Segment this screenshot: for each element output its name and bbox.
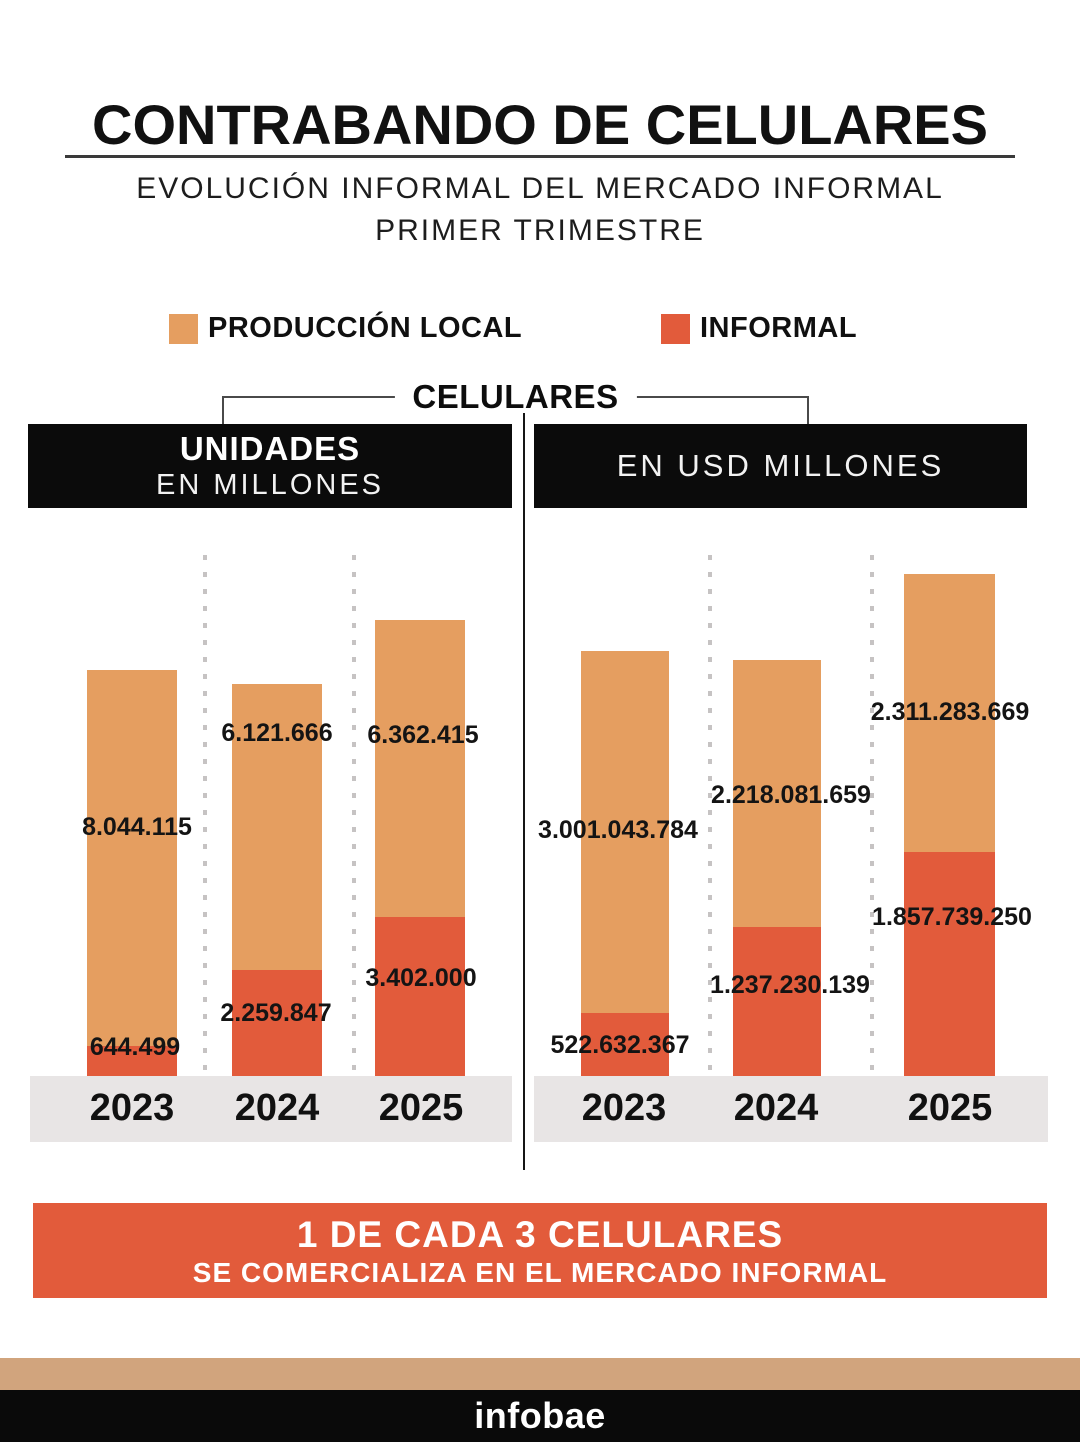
value-label-produccion: 2.218.081.659 <box>711 781 871 809</box>
panel-header-usd-label: EN USD MILLONES <box>616 448 945 483</box>
legend-label-produccion-local: PRODUCCIÓN LOCAL <box>208 312 523 344</box>
bar-segment-produccion-local <box>232 684 322 970</box>
value-label-produccion: 2.311.283.669 <box>870 698 1030 726</box>
bar-segment-produccion-local <box>733 660 821 927</box>
summary-banner: 1 DE CADA 3 CELULARES SE COMERCIALIZA EN… <box>33 1203 1047 1298</box>
value-label-produccion: 6.362.415 <box>367 721 479 749</box>
group-bracket: CELULARES <box>222 378 809 424</box>
bar-segment-informal <box>904 852 995 1076</box>
year-label: 2023 <box>89 1087 175 1129</box>
bar-2024-usd <box>733 660 821 1076</box>
value-label-informal: 1.237.230.139 <box>710 971 870 999</box>
value-label-informal: 522.632.367 <box>550 1031 690 1059</box>
title-divider <box>65 155 1015 158</box>
bar-segment-informal <box>232 970 322 1076</box>
legend-label-informal: INFORMAL <box>700 312 858 344</box>
summary-banner-line2: SE COMERCIALIZA EN EL MERCADO INFORMAL <box>192 1256 888 1288</box>
bar-2024-unidades <box>232 684 322 1076</box>
bar-segment-informal <box>581 1013 669 1076</box>
bar-2023-unidades <box>87 670 177 1076</box>
footer-accent-band <box>0 1358 1080 1390</box>
bar-segment-informal <box>375 917 465 1076</box>
panel-header-unidades-line2: EN MILLONES <box>156 469 384 501</box>
dotted-separator <box>352 555 356 1135</box>
value-label-informal: 644.499 <box>89 1033 181 1061</box>
summary-banner-line1: 1 DE CADA 3 CELULARES <box>296 1213 784 1255</box>
value-label-produccion: 8.044.115 <box>82 813 192 841</box>
value-label-informal: 2.259.847 <box>220 999 332 1027</box>
infobae-logo: infobae <box>474 1395 606 1436</box>
group-label: CELULARES <box>394 378 637 416</box>
bar-2025-usd <box>904 574 995 1076</box>
value-label-informal: 3.402.000 <box>365 964 477 992</box>
bar-segment-informal <box>87 1046 177 1076</box>
year-label: 2025 <box>378 1087 464 1129</box>
charts-divider <box>523 413 525 1170</box>
value-label-produccion: 3.001.043.784 <box>538 816 698 844</box>
bar-segment-produccion-local <box>904 574 995 852</box>
year-label: 2023 <box>581 1087 667 1129</box>
bar-segment-produccion-local <box>87 670 177 1046</box>
bar-segment-produccion-local <box>581 651 669 1013</box>
value-label-informal: 1.857.739.250 <box>872 903 1032 931</box>
x-axis-band-unidades <box>30 1076 512 1142</box>
legend-swatch-informal-icon <box>661 313 690 344</box>
subtitle-line-2: PRIMER TRIMESTRE <box>375 214 705 247</box>
dotted-separator <box>870 555 874 1135</box>
year-label: 2024 <box>733 1087 819 1129</box>
panel-header-usd: EN USD MILLONES <box>534 424 1027 508</box>
bar-segment-produccion-local <box>375 620 465 917</box>
panel-header-unidades: UNIDADES EN MILLONES <box>28 424 512 508</box>
x-axis-band-usd <box>534 1076 1048 1142</box>
panel-header-unidades-line1: UNIDADES <box>179 430 361 467</box>
page-title: CONTRABANDO DE CELULARES <box>92 93 988 156</box>
legend-item-produccion-local: PRODUCCIÓN LOCAL <box>169 312 522 345</box>
legend-swatch-produccion-local-icon <box>169 313 198 344</box>
legend-item-informal: INFORMAL <box>661 312 857 345</box>
bar-segment-informal <box>733 927 821 1076</box>
year-label: 2025 <box>907 1087 993 1129</box>
bar-2023-usd <box>581 651 669 1076</box>
bar-2025-unidades <box>375 620 465 1076</box>
value-label-produccion: 6.121.666 <box>221 719 333 747</box>
footer-bar: infobae <box>0 1390 1080 1442</box>
year-label: 2024 <box>234 1087 320 1129</box>
dotted-separator <box>708 555 712 1135</box>
dotted-separator <box>203 555 207 1135</box>
subtitle-line-1: EVOLUCIÓN INFORMAL DEL MERCADO INFORMAL <box>136 172 944 205</box>
